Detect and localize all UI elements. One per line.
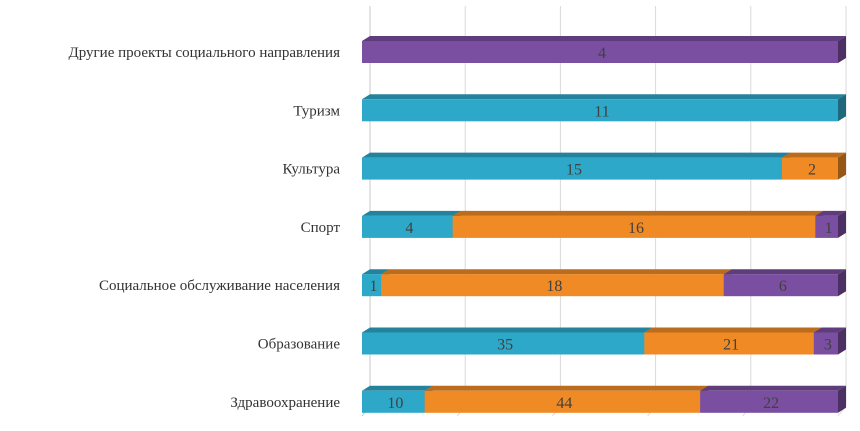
value-label: 22 <box>763 395 779 412</box>
value-label: 16 <box>628 220 644 237</box>
value-label: 4 <box>598 45 606 62</box>
value-label: 10 <box>387 395 403 412</box>
category-label: Образование <box>258 337 341 353</box>
value-label: 2 <box>808 162 816 179</box>
value-label: 35 <box>497 337 513 354</box>
category-labels: Другие проекты социального направления Ту… <box>68 45 340 411</box>
bar-segment <box>424 385 709 413</box>
category-label: Туризм <box>293 103 340 119</box>
category-label: Спорт <box>301 220 341 236</box>
value-label: 3 <box>824 337 832 354</box>
category-label: Культура <box>283 162 341 178</box>
value-label: 15 <box>566 162 582 179</box>
bar-segment <box>362 94 846 122</box>
bar-segment <box>700 385 846 413</box>
value-label: 18 <box>546 278 562 295</box>
value-label: 44 <box>556 395 572 412</box>
value-label: 4 <box>405 220 413 237</box>
bar-segment <box>813 327 846 355</box>
bars <box>362 36 846 413</box>
bar-segment <box>723 269 846 297</box>
bar-segment <box>362 36 846 63</box>
bar-segment <box>782 152 846 180</box>
value-label: 1 <box>825 220 833 237</box>
value-label: 6 <box>779 278 787 295</box>
category-label: Здравоохранение <box>230 395 340 411</box>
value-label: 21 <box>723 337 739 354</box>
category-label: Социальное обслуживание населения <box>99 278 340 294</box>
bar-segment <box>362 327 653 355</box>
value-label: 11 <box>594 103 609 120</box>
value-label: 1 <box>370 278 378 295</box>
bar-segment <box>815 210 846 238</box>
bar-segment <box>452 210 824 238</box>
category-label: Другие проекты социального направления <box>68 45 340 61</box>
